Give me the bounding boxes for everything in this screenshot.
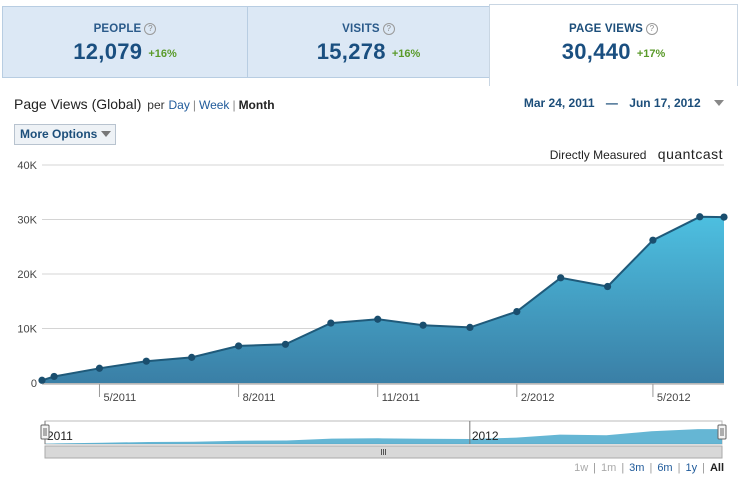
x-tick-label: 5/2012 (657, 392, 691, 404)
data-point (557, 274, 565, 282)
help-icon[interactable]: ? (646, 23, 658, 35)
data-point (281, 340, 290, 348)
tab-visits[interactable]: VISITS? 15,278 +16% (247, 6, 490, 78)
range-1y[interactable]: 1y (685, 462, 698, 474)
data-point (649, 236, 657, 244)
data-point (234, 342, 243, 350)
data-point (142, 357, 150, 365)
navigator-handle[interactable] (717, 424, 727, 440)
y-tick-label: 20K (17, 269, 37, 281)
data-point (188, 353, 196, 361)
tab-people-value: 12,079 (73, 39, 143, 64)
y-tick-label: 30K (17, 215, 37, 227)
data-point (327, 319, 335, 327)
data-point (466, 323, 474, 332)
x-axis: 5/2011 8/2011 11/2011 2/2012 5/2012 (42, 383, 724, 404)
range-1w[interactable]: 1w (574, 462, 589, 474)
data-point (374, 315, 382, 323)
data-point (603, 282, 612, 291)
data-point (95, 364, 104, 372)
zoom-range-selector: 1w | 1m | 3m | 6m | 1y | All (574, 462, 724, 474)
chart-area (42, 216, 724, 383)
y-tick-label: 40K (17, 160, 37, 172)
tab-visits-change: +16% (391, 48, 421, 60)
granularity-week[interactable]: Week (198, 98, 230, 112)
help-icon[interactable]: ? (382, 23, 395, 35)
x-tick-label: 5/2011 (103, 392, 136, 404)
navigator-year-label: 2012 (472, 429, 499, 443)
help-icon[interactable]: ? (144, 23, 157, 35)
range-navigator: 2011 2012 (40, 420, 727, 459)
data-point (419, 321, 427, 329)
date-start: Mar 24, 2011 (523, 96, 595, 110)
range-6m[interactable]: 6m (657, 462, 673, 474)
tab-people[interactable]: PEOPLE? 12,079 +16% (2, 6, 248, 78)
x-tick-label: 2/2012 (521, 392, 555, 404)
navigator-area (45, 429, 722, 444)
data-point (513, 308, 521, 316)
chart-points (38, 213, 728, 384)
directly-measured-label: Directly Measured (549, 148, 647, 162)
measurement-note: Directly Measured quantcast (550, 146, 723, 162)
metric-tabs: PEOPLE? 12,079 +16% VISITS? 15,278 +16% PA… (0, 0, 740, 86)
chart-header: Page Views (Global) per Day | Week | Month (14, 96, 275, 112)
chevron-down-icon (714, 100, 724, 106)
data-point (720, 213, 728, 221)
quantcast-logo: quantcast (657, 146, 723, 162)
navigator-year-label: 2011 (47, 429, 73, 443)
more-options-label: More Options (20, 127, 98, 141)
y-tick-label: 0 (31, 378, 37, 390)
per-label: per (147, 98, 165, 112)
x-tick-label: 11/2011 (382, 392, 420, 404)
data-point (50, 372, 58, 381)
tab-page-views-label: PAGE VIEWS (569, 23, 643, 35)
chevron-down-icon (101, 131, 112, 137)
tab-page-views-change: +17% (636, 48, 666, 60)
date-separator: — (605, 96, 618, 110)
tab-visits-label: VISITS (342, 23, 380, 35)
granularity-month[interactable]: Month (238, 98, 275, 112)
tab-visits-value: 15,278 (316, 39, 386, 64)
y-axis: 0 10K 20K 30K 40K (17, 160, 37, 390)
tab-people-change: +16% (148, 48, 177, 60)
data-point (38, 376, 46, 384)
y-tick-label: 10K (17, 324, 37, 336)
range-all[interactable]: All (709, 462, 724, 474)
data-point (696, 213, 704, 221)
granularity-day[interactable]: Day (168, 98, 190, 112)
navigator-handle[interactable] (40, 424, 50, 440)
date-end: Jun 17, 2012 (629, 96, 701, 110)
chart-title: Page Views (Global) (14, 96, 142, 112)
range-3m[interactable]: 3m (629, 462, 645, 474)
tab-page-views[interactable]: PAGE VIEWS? 30,440 +17% (489, 4, 738, 86)
tab-page-views-value: 30,440 (561, 39, 631, 64)
date-range-picker[interactable]: Mar 24, 2011 — Jun 17, 2012 (524, 96, 724, 110)
range-1m[interactable]: 1m (601, 462, 617, 474)
more-options-button[interactable]: More Options (14, 124, 117, 145)
x-tick-label: 8/2011 (243, 392, 276, 404)
tab-people-label: PEOPLE (93, 23, 142, 35)
